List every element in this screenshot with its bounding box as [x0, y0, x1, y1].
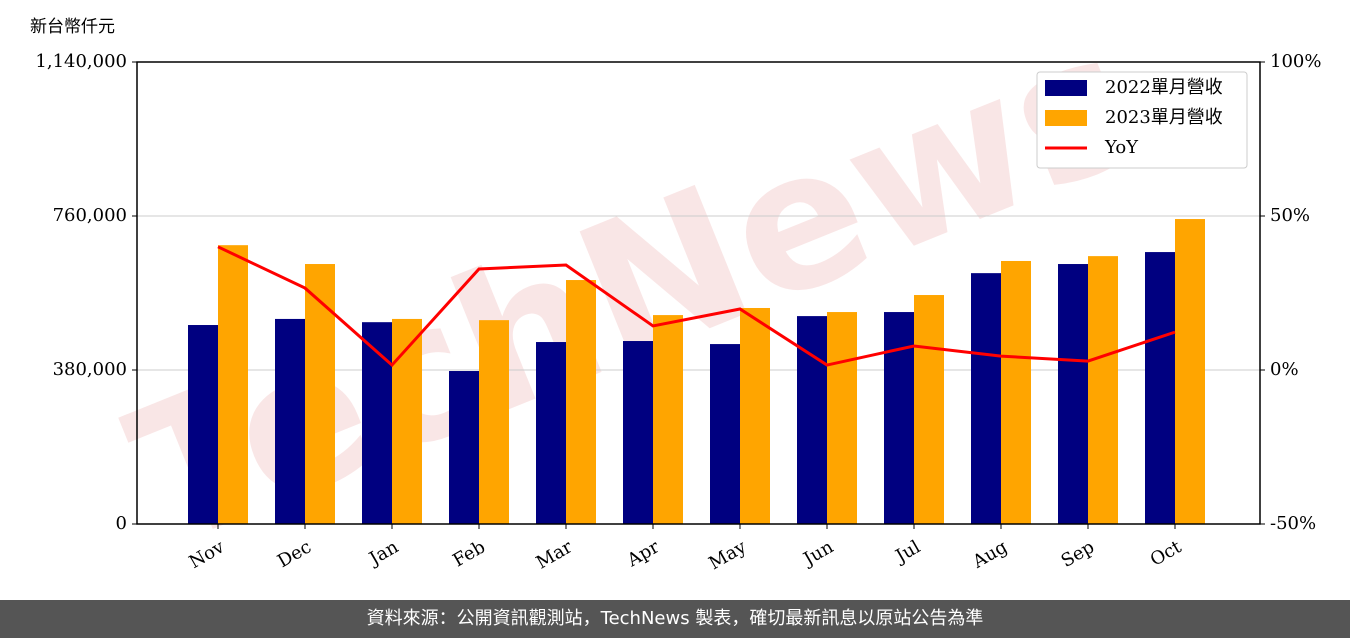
bar — [710, 344, 740, 524]
y2-tick-label: 100% — [1270, 51, 1321, 72]
y2-tick-label: 50% — [1270, 205, 1310, 226]
y2-tick-label: 0% — [1270, 359, 1299, 380]
bar — [392, 318, 422, 524]
bar — [449, 371, 479, 524]
x-tick-label: Aug — [968, 536, 1011, 573]
x-tick-label: Mar — [533, 536, 577, 573]
x-tick-label: Feb — [449, 536, 489, 571]
yoy-line — [217, 245, 1176, 368]
x-tick-label: Jun — [798, 536, 837, 571]
x-tick-label: May — [705, 536, 750, 574]
bar — [623, 341, 653, 524]
y-tick-label: 0 — [116, 513, 127, 534]
bar — [1088, 256, 1118, 524]
bar — [827, 312, 857, 524]
bar — [1145, 252, 1175, 524]
bar — [275, 318, 305, 524]
bar — [362, 322, 392, 524]
legend-label: YoY — [1104, 137, 1139, 158]
bar — [479, 320, 509, 524]
bar — [536, 342, 566, 524]
legend-box — [1036, 71, 1248, 169]
legend-label: 2023單月營收 — [1105, 107, 1223, 128]
y2-tick-label: -50% — [1270, 513, 1316, 534]
y-tick-label: 1,140,000 — [35, 51, 127, 72]
y-axis-label: 新台幣仟元 — [30, 17, 115, 37]
chart: 新台幣仟元 TechNews0380,000760,0001,140,000-5… — [30, 0, 1321, 588]
x-tick-label: Oct — [1147, 536, 1186, 571]
x-tick-label: Jul — [890, 536, 924, 568]
bar — [884, 312, 914, 524]
y-tick-label: 760,000 — [53, 205, 127, 226]
x-tick-label: Jan — [364, 536, 402, 570]
legend-swatch — [1045, 110, 1087, 126]
bar — [914, 295, 944, 524]
bar — [797, 316, 827, 524]
x-tick-label: Apr — [623, 536, 663, 571]
plot-frame — [136, 61, 1261, 525]
y-tick-label: 380,000 — [53, 359, 127, 380]
bar — [566, 280, 596, 524]
bar — [1058, 264, 1088, 524]
legend: 2022單月營收 2023單月營收 YoY — [1036, 71, 1248, 169]
bar — [1001, 260, 1031, 524]
x-tick-label: Sep — [1058, 536, 1098, 571]
bar — [218, 245, 248, 524]
legend-label: 2022單月營收 — [1105, 77, 1223, 98]
footer: 資料來源：公開資訊觀測站，TechNews 製表，確切最新訊息以原站公告為準 — [0, 600, 1350, 638]
bar — [188, 325, 218, 524]
bar — [971, 273, 1001, 524]
bar — [305, 264, 335, 524]
bar — [653, 315, 683, 524]
bar — [740, 307, 770, 524]
bar — [1175, 219, 1205, 524]
legend-swatch — [1045, 80, 1087, 96]
